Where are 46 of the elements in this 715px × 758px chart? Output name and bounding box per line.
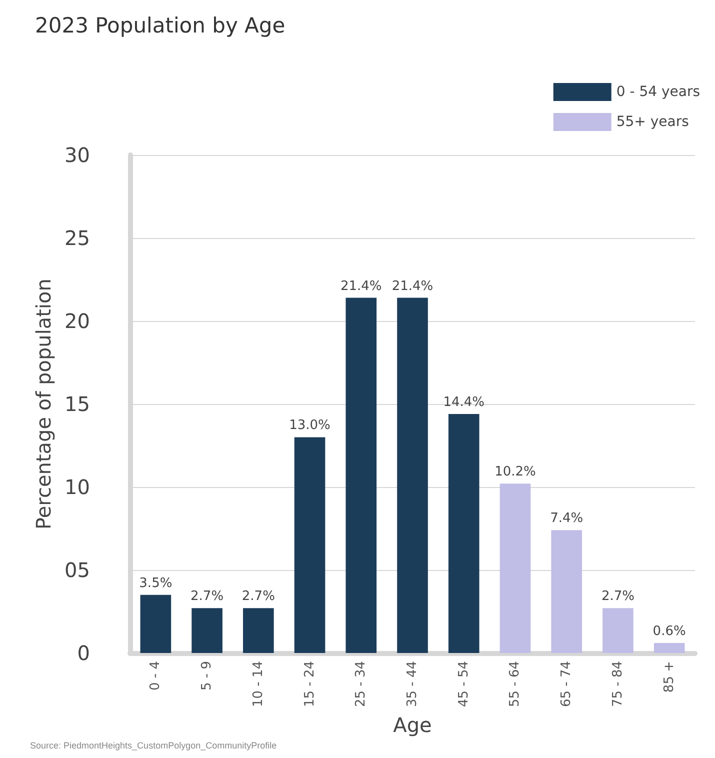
x-tick-label: 15 - 24	[302, 661, 318, 708]
y-tick-label: 10	[64, 475, 90, 499]
data-label: 2.7%	[242, 589, 275, 604]
source-note: Source: PiedmontHeights_CustomPolygon_CommunityProfile	[30, 740, 277, 750]
bar	[500, 484, 531, 653]
x-tick-label: 5 - 9	[200, 661, 215, 690]
y-tick-label: 05	[64, 558, 90, 582]
data-label: 13.0%	[289, 418, 330, 434]
data-label: 21.4%	[340, 278, 382, 294]
data-label: 14.4%	[443, 394, 485, 410]
x-tick-label: 65 - 74	[559, 661, 574, 708]
y-tick-label: 30	[64, 143, 90, 167]
bar	[294, 437, 326, 653]
y-tick-label: 25	[64, 226, 90, 250]
x-tick-label: 75 - 84	[610, 661, 626, 708]
x-tick-label: 55 - 64	[508, 661, 523, 708]
bar	[243, 608, 274, 653]
data-label: 7.4%	[550, 511, 584, 526]
bar	[192, 608, 222, 653]
x-tick-label: 45 - 54	[456, 661, 472, 708]
data-label: 3.5%	[139, 576, 172, 591]
data-label: 10.2%	[494, 464, 536, 480]
data-label: 2.7%	[190, 589, 224, 604]
data-label: 0.6%	[652, 624, 686, 640]
bar	[140, 594, 172, 653]
y-tick-label: 0	[77, 641, 90, 665]
x-tick-label: 25 - 34	[354, 661, 369, 708]
y-tick-label: 20	[64, 309, 90, 333]
bar	[602, 608, 634, 653]
bar	[397, 298, 428, 653]
legend-label: 0 - 54 years	[616, 84, 700, 100]
x-tick-label: 35 - 44	[405, 661, 420, 708]
x-tick-label: 10 - 14	[250, 661, 266, 708]
x-tick-label: 85 +	[662, 661, 677, 693]
bar	[551, 530, 582, 653]
data-label: 2.7%	[601, 589, 634, 604]
legend-label: 55+ years	[616, 114, 689, 130]
x-tick-label: 0 - 4	[148, 661, 164, 690]
y-axis-title: Percentage of population	[32, 278, 56, 530]
x-axis-title: Age	[393, 712, 432, 737]
bar	[448, 414, 480, 653]
chart-title: 2023 Population by Age	[35, 14, 286, 38]
data-label: 21.4%	[392, 278, 434, 294]
y-tick-label: 15	[64, 392, 90, 416]
bar	[654, 643, 685, 653]
bar	[346, 298, 377, 653]
